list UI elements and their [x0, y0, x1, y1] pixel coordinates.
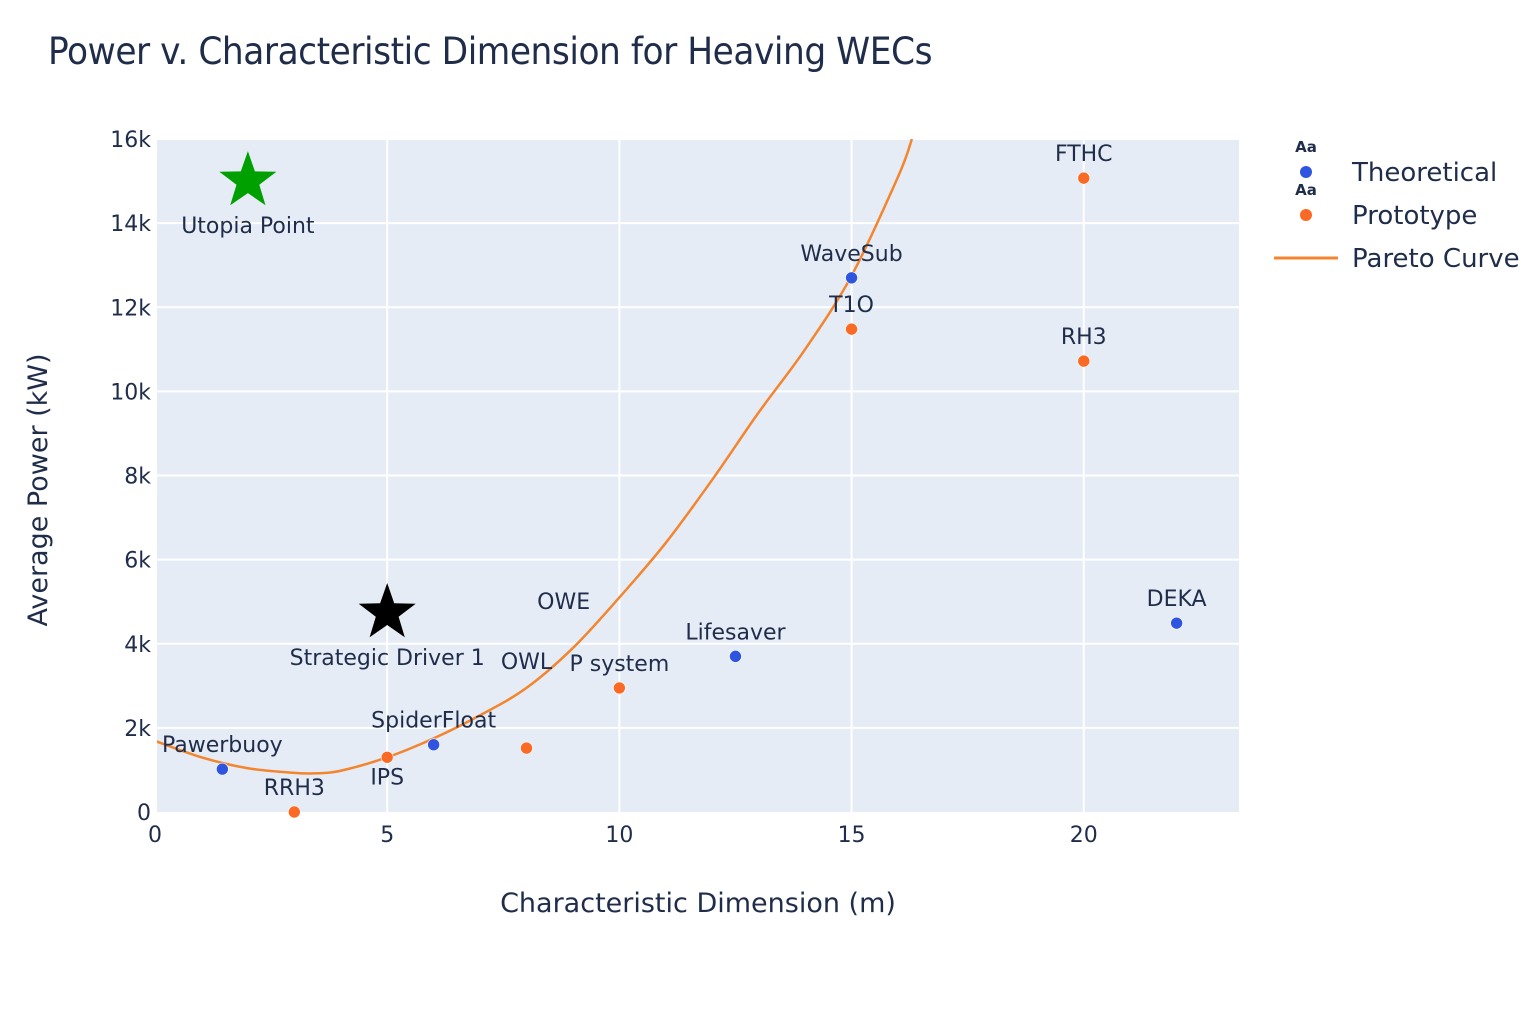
y-tick-label: 10k	[110, 380, 151, 405]
y-tick-label: 16k	[110, 128, 151, 153]
legend-marker-prototype	[1300, 209, 1312, 221]
y-tick-label: 14k	[110, 212, 151, 237]
labels-layer: Pawerbuoy SpiderFloat Lifesaver WaveSub DEKA…	[162, 142, 1207, 801]
points-layer	[216, 171, 1183, 819]
x-axis-ticks: 0 5 10 15 20	[148, 823, 1098, 848]
pareto-curve-layer	[157, 139, 914, 775]
annotation-label: Utopia Point	[181, 214, 315, 239]
point-label: WaveSub	[800, 242, 902, 267]
legend-item-label: Prototype	[1352, 201, 1477, 231]
data-point-prototype	[380, 751, 394, 764]
y-tick-label: 8k	[124, 465, 151, 490]
x-tick-label: 0	[148, 823, 162, 848]
legend-text-glyph: Aa	[1295, 181, 1317, 199]
star-marker-icon	[219, 151, 277, 206]
x-tick-label: 10	[605, 823, 633, 848]
y-axis-title: Average Power (kW)	[23, 353, 54, 626]
data-point-prototype	[1077, 354, 1091, 368]
annotations-layer: Utopia Point Strategic Driver 1	[181, 151, 485, 671]
legend-text-glyph: Aa	[1295, 138, 1317, 156]
legend-item-label: Pareto Curve	[1352, 244, 1520, 274]
x-tick-label: 20	[1070, 823, 1098, 848]
data-point-theoretical	[729, 650, 742, 663]
x-tick-label: 15	[838, 823, 866, 848]
chart-title: Power v. Characteristic Dimension for He…	[48, 30, 933, 73]
x-axis-title: Characteristic Dimension (m)	[500, 888, 896, 919]
data-point-prototype	[520, 741, 533, 755]
legend-item-label: Theoretical	[1351, 158, 1497, 188]
data-point-theoretical	[845, 271, 858, 285]
point-label: IPS	[370, 765, 404, 790]
data-point-prototype	[1077, 171, 1091, 185]
data-point-theoretical	[216, 762, 229, 776]
data-point-theoretical	[1170, 616, 1183, 630]
pareto-curve-line	[157, 139, 914, 775]
y-axis-ticks: 0 2k 4k 6k 8k 10k 12k 14k 16k	[110, 128, 151, 826]
data-point-theoretical	[427, 738, 440, 752]
y-tick-label: 6k	[124, 549, 151, 574]
y-tick-label: 12k	[110, 296, 151, 321]
legend: Aa Theoretical Aa Prototype Pareto Curve	[1274, 138, 1520, 274]
point-label: SpiderFloat	[371, 709, 496, 734]
y-tick-label: 0	[137, 801, 151, 826]
y-tick-label: 4k	[124, 633, 151, 658]
point-label: Pawerbuoy	[162, 733, 283, 758]
point-label: OWE	[537, 590, 590, 615]
point-label: OWL	[501, 650, 553, 675]
gridlines	[157, 138, 1239, 812]
point-label: Lifesaver	[685, 620, 786, 645]
data-point-prototype	[845, 322, 858, 336]
y-tick-label: 2k	[124, 717, 151, 742]
legend-marker-theoretical	[1300, 166, 1312, 178]
data-point-prototype	[613, 681, 626, 695]
point-label: T1O	[828, 293, 874, 318]
point-label: P system	[569, 652, 669, 677]
data-point-prototype	[288, 805, 301, 819]
annotation-label: Strategic Driver 1	[290, 646, 485, 671]
star-marker-icon	[358, 583, 416, 638]
x-tick-label: 5	[380, 823, 394, 848]
point-label: FTHC	[1055, 142, 1113, 167]
point-label: RH3	[1061, 325, 1107, 350]
point-label: RRH3	[264, 776, 325, 801]
point-label: DEKA	[1147, 587, 1207, 612]
